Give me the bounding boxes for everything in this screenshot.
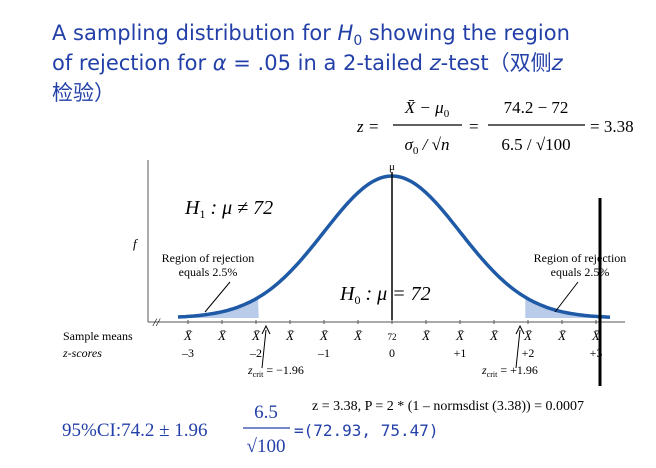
sample-mean-label: X̄: [455, 328, 465, 343]
formula-text: 74.2 − 72: [504, 98, 569, 117]
z-score-label: +3: [590, 346, 603, 360]
rejection-label: Region of rejection equals 2.5%: [534, 251, 627, 279]
h0-label: H0 : μ = 72: [339, 283, 431, 307]
arrow: [261, 324, 271, 369]
sample-mean-label: X̄: [217, 328, 227, 343]
sample-mean-label: X̄: [421, 328, 431, 343]
sample-mean-label: X̄: [251, 328, 261, 343]
sample-mean-label: X̄: [523, 328, 533, 343]
ci-text: √100: [247, 436, 286, 457]
ci-formula: 95%CI:74.2 ± 1.96 6.5 √100 =(72.93, 75.4…: [62, 402, 439, 457]
z-formula: z = X̄ − μ0 σ0 / √n = 74.2 − 72 6.5 / √1…: [356, 98, 634, 157]
row-label: z-scores: [62, 346, 102, 360]
z-score-label: –1: [317, 346, 330, 360]
pointer: [204, 281, 231, 313]
sample-mean-label: X̄: [591, 328, 601, 343]
ci-text: 95%CI:74.2 ± 1.96: [62, 420, 208, 441]
pointer: [554, 281, 579, 313]
h1-label: H1 : μ ≠ 72: [184, 197, 273, 221]
ci-text: =(72.93, 75.47): [294, 421, 439, 440]
formula-text: 6.5 / √100: [501, 135, 570, 154]
sample-mean-label: 72: [388, 332, 397, 342]
z-score-label: 0: [389, 346, 395, 360]
sample-mean-label: X̄: [557, 328, 567, 343]
title-line: of rejection for α = .05 in a 2-tailed z…: [52, 51, 564, 75]
sample-mean-label: X̄: [319, 328, 329, 343]
formula-text: = 3.38: [590, 117, 634, 136]
rejection-label: Region of rejection equals 2.5%: [162, 251, 255, 279]
title-line: A sampling distribution for H0 showing t…: [52, 21, 570, 49]
arrow: [515, 324, 525, 369]
f-label: f: [133, 236, 139, 251]
sample-mean-label: X̄: [285, 328, 295, 343]
normal-curve: [177, 174, 611, 319]
distribution-diagram: // μ f H1 : μ ≠ 72 H0 : μ = 72 Region of…: [62, 160, 626, 386]
rejection-region: [178, 297, 610, 318]
row-label: Sample means: [63, 329, 133, 343]
sample-mean-label: X̄: [489, 328, 499, 343]
z-score-label: +2: [522, 346, 535, 360]
z-score-label: –3: [181, 346, 194, 360]
axis-break: //: [152, 315, 161, 329]
p-value: z = 3.38, P = 2 * (1 – normsdist (3.38))…: [312, 399, 584, 414]
mu-label: μ: [389, 161, 395, 173]
z-score-label: +1: [454, 346, 467, 360]
zcrit-label: zcrit = −1.96: [247, 363, 304, 379]
title-line: 检验）: [52, 81, 115, 105]
formula-text: X̄ − μ0: [404, 98, 450, 120]
sample-mean-label: X̄: [183, 328, 193, 343]
formula-text: z =: [356, 117, 379, 136]
z-score-label: –2: [249, 346, 262, 360]
zcrit-label: zcrit = +1.96: [481, 363, 538, 379]
sample-mean-label: X̄: [353, 328, 363, 343]
ci-text: 6.5: [254, 402, 278, 423]
formula-text: =: [469, 117, 479, 136]
formula-text: σ0 / √n: [405, 135, 450, 157]
